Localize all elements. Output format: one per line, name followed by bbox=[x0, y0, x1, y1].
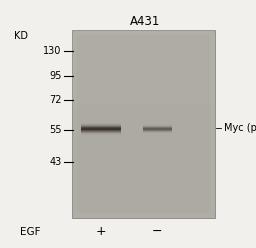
Text: EGF: EGF bbox=[20, 227, 41, 237]
Text: 55: 55 bbox=[49, 125, 61, 135]
Text: 43: 43 bbox=[49, 157, 61, 167]
Text: KD: KD bbox=[14, 31, 28, 41]
Bar bbox=[72, 30, 215, 105]
Bar bbox=[81, 128, 121, 129]
Text: +: + bbox=[96, 225, 106, 238]
Bar bbox=[77, 35, 210, 213]
Bar bbox=[81, 130, 121, 131]
Text: 130: 130 bbox=[43, 46, 61, 56]
Bar bbox=[81, 123, 121, 124]
Bar bbox=[81, 124, 121, 125]
Bar bbox=[81, 125, 121, 126]
Text: Myc (pSer373): Myc (pSer373) bbox=[224, 123, 256, 133]
Text: −: − bbox=[152, 225, 163, 238]
Bar bbox=[81, 126, 121, 127]
Bar bbox=[81, 133, 121, 134]
Bar bbox=[81, 129, 121, 130]
Bar bbox=[72, 30, 215, 218]
Bar bbox=[81, 127, 121, 128]
Bar bbox=[81, 134, 121, 135]
Text: 95: 95 bbox=[49, 71, 61, 81]
Bar bbox=[81, 131, 121, 132]
Bar bbox=[81, 132, 121, 133]
Text: 72: 72 bbox=[49, 95, 61, 105]
Text: A431: A431 bbox=[130, 15, 160, 28]
